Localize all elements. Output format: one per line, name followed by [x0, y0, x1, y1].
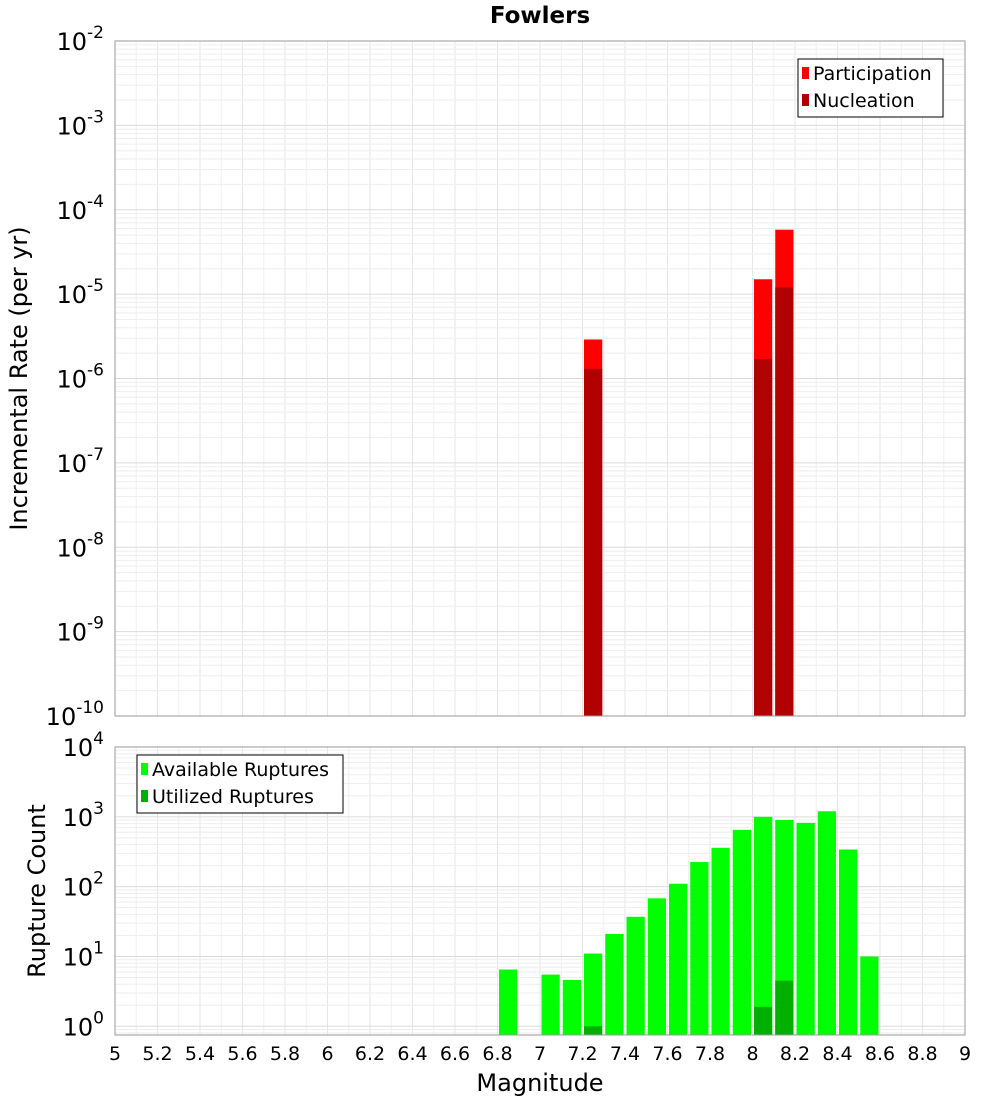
- bar-available-ruptures-8.55: [860, 956, 879, 1035]
- bar-available-ruptures-8.25: [796, 822, 815, 1035]
- y-tick-label: 103: [63, 799, 104, 832]
- y-tick-label: 102: [63, 869, 104, 902]
- x-tick-label: 7.2: [567, 1043, 597, 1065]
- x-tick-label: 6.4: [397, 1043, 427, 1065]
- legend-label: Nucleation: [813, 90, 915, 112]
- legend-label: Participation: [813, 63, 932, 85]
- x-tick-label: 7.6: [652, 1043, 682, 1065]
- y-tick-label: 10-8: [57, 529, 105, 562]
- x-tick-label: 6.2: [355, 1043, 385, 1065]
- bar-available-ruptures-7.35: [605, 933, 624, 1035]
- bar-available-ruptures-7.15: [562, 980, 581, 1035]
- chart-title: Fowlers: [490, 3, 590, 29]
- y-tick-label: 10-6: [57, 361, 105, 394]
- bar-utilized-ruptures-8.05: [754, 1006, 773, 1035]
- x-tick-label: 5: [109, 1043, 121, 1065]
- bar-available-ruptures-6.85: [499, 969, 518, 1035]
- plot-frame: [114, 746, 966, 1036]
- x-tick-label: 5.6: [227, 1043, 257, 1065]
- y-tick-label: 10-3: [57, 107, 105, 140]
- bar-available-ruptures-7.65: [669, 883, 688, 1035]
- y-tick-label: 10-7: [57, 445, 105, 478]
- legend-swatch: [141, 763, 148, 775]
- x-tick-label: 8.2: [780, 1043, 810, 1065]
- bar-available-ruptures-7.85: [711, 847, 730, 1035]
- x-tick-label: 6.6: [440, 1043, 470, 1065]
- x-tick-label: 7.8: [695, 1043, 725, 1065]
- bar-utilized-ruptures-7.25: [584, 1026, 603, 1035]
- y-tick-label: 10-4: [57, 192, 105, 225]
- legend-box: [136, 754, 344, 814]
- bar-available-ruptures-7.95: [732, 829, 751, 1035]
- y-axis-label: Rupture Count: [23, 804, 51, 978]
- x-tick-label: 8.4: [822, 1043, 852, 1065]
- x-tick-label: 8: [746, 1043, 758, 1065]
- x-tick-label: 6: [321, 1043, 333, 1065]
- bar-nucleation-8.15: [775, 287, 794, 716]
- x-tick-label: 5.8: [270, 1043, 300, 1065]
- y-tick-label: 10-10: [46, 698, 104, 731]
- bar-available-ruptures-7.55: [647, 898, 666, 1035]
- legend-label: Utilized Ruptures: [152, 786, 314, 808]
- legend-swatch: [141, 790, 148, 802]
- y-tick-label: 10-9: [57, 614, 105, 647]
- plot-panel-1: 10-10 10-9 10-8 10-7 10-6 10-5 10-4 10-3 10-2 Inc…: [5, 3, 966, 731]
- bar-available-ruptures-7.25: [584, 953, 603, 1035]
- x-tick-label: 5.2: [142, 1043, 172, 1065]
- x-tick-label: 9: [959, 1043, 971, 1065]
- plot-panel-2: 100 101 102 103 104 Rupture Count Available Ru…: [23, 729, 971, 1097]
- bar-nucleation-7.25: [584, 368, 603, 716]
- plot-frame: [114, 40, 966, 717]
- x-tick-label: 7: [534, 1043, 546, 1065]
- y-tick-label: 100: [63, 1008, 104, 1041]
- y-axis-label: Incremental Rate (per yr): [5, 226, 33, 530]
- bar-available-ruptures-7.05: [541, 974, 560, 1035]
- legend-label: Available Ruptures: [152, 759, 329, 781]
- bar-available-ruptures-7.75: [690, 862, 709, 1035]
- x-tick-label: 5.4: [185, 1043, 215, 1065]
- y-tick-label: 10-2: [57, 23, 105, 56]
- legend: Available Ruptures Utilized Ruptures: [136, 754, 344, 814]
- bar-available-ruptures-8.05: [754, 816, 773, 1035]
- bar-available-ruptures-7.45: [626, 916, 645, 1035]
- x-tick-label: 7.4: [610, 1043, 640, 1065]
- x-tick-label: 6.8: [482, 1043, 512, 1065]
- x-axis-label: Magnitude: [476, 1069, 603, 1097]
- y-tick-label: 10-5: [57, 276, 105, 309]
- y-tick-label: 104: [63, 729, 104, 762]
- bar-utilized-ruptures-8.15: [775, 980, 794, 1035]
- bar-available-ruptures-8.45: [839, 849, 858, 1035]
- y-tick-label: 101: [63, 938, 104, 971]
- x-tick-label: 8.6: [865, 1043, 895, 1065]
- bar-nucleation-8.05: [754, 359, 773, 716]
- bar-available-ruptures-8.35: [817, 811, 836, 1035]
- x-tick-label: 8.8: [907, 1043, 937, 1065]
- legend: Participation Nucleation: [797, 58, 944, 118]
- legend-swatch: [802, 94, 809, 106]
- legend-swatch: [802, 67, 809, 79]
- legend-box: [797, 58, 944, 118]
